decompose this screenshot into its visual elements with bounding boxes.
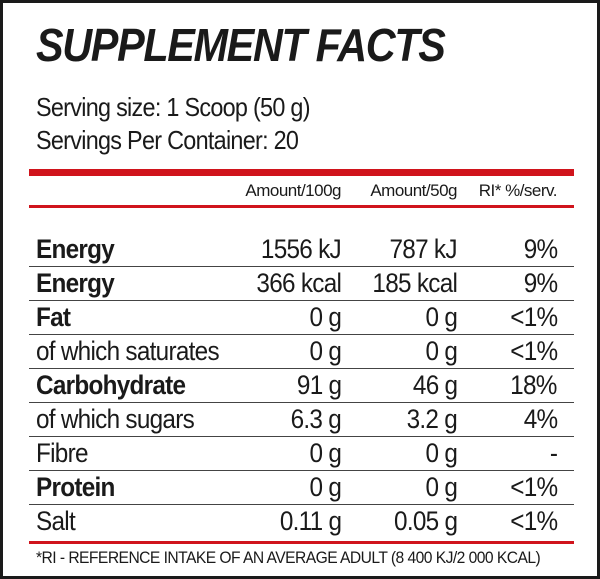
nutrient-label: Protein	[36, 472, 115, 502]
nutrient-label: Energy	[36, 268, 115, 298]
ri-percent: <1%	[509, 302, 558, 332]
table-row: of which sugars 6.3 g 3.2 g 4%	[29, 402, 574, 437]
table-row: Salt 0.11 g 0.05 g <1%	[29, 504, 574, 538]
nutrient-label: Fibre	[36, 438, 88, 468]
table-row: Fat 0 g 0 g <1%	[29, 300, 574, 335]
ri-percent: 9%	[523, 268, 557, 298]
ri-percent: 18%	[510, 370, 558, 400]
amount-per-100g: 91 g	[296, 370, 342, 400]
ri-percent: <1%	[509, 336, 558, 366]
nutrient-label: Carbohydrate	[36, 370, 186, 400]
table-row: Fibre 0 g 0 g -	[29, 436, 574, 471]
amount-per-100g: 0 g	[309, 472, 341, 502]
amount-per-100g: 0 g	[309, 336, 341, 366]
amount-per-serving: 0 g	[425, 472, 457, 502]
table-row: Protein 0 g 0 g <1%	[29, 470, 574, 505]
servings-per-container: Servings Per Container: 20	[36, 125, 299, 155]
label-title: SUPPLEMENT FACTS	[36, 19, 446, 71]
nutrient-label: Salt	[36, 506, 76, 536]
ri-percent: <1%	[509, 506, 558, 536]
header-amount-50g: Amount/50g	[370, 181, 457, 200]
amount-per-100g: 366 kcal	[256, 268, 341, 298]
nutrient-label: Energy	[36, 234, 115, 264]
ri-percent: 9%	[523, 234, 557, 264]
red-divider-header	[29, 205, 574, 208]
table-row: of which saturates 0 g 0 g <1%	[29, 334, 574, 369]
serving-size: Serving size: 1 Scoop (50 g)	[36, 92, 311, 122]
amount-per-100g: 0 g	[309, 302, 341, 332]
red-divider-bottom	[29, 541, 574, 544]
amount-per-serving: 46 g	[412, 370, 458, 400]
table-row: Energy 366 kcal 185 kcal 9%	[29, 266, 574, 301]
table-row: Carbohydrate 91 g 46 g 18%	[29, 368, 574, 403]
amount-per-100g: 0 g	[309, 438, 341, 468]
red-divider-top	[29, 169, 574, 176]
nutrient-label: of which saturates	[36, 336, 220, 366]
ri-percent: 4%	[523, 404, 557, 434]
amount-per-100g: 0.11 g	[279, 506, 342, 536]
ri-percent: -	[549, 438, 558, 468]
header-ri: RI* %/serv.	[478, 181, 558, 200]
table-row: Energy 1556 kJ 787 kJ 9%	[29, 232, 574, 267]
amount-per-100g: 6.3 g	[290, 404, 342, 434]
amount-per-serving: 787 kJ	[389, 234, 458, 264]
amount-per-serving: 3.2 g	[406, 404, 458, 434]
amount-per-serving: 0.05 g	[393, 506, 458, 536]
amount-per-serving: 185 kcal	[372, 268, 457, 298]
nutrient-label: of which sugars	[36, 404, 195, 434]
amount-per-serving: 0 g	[425, 336, 457, 366]
ri-percent: <1%	[509, 472, 558, 502]
amount-per-serving: 0 g	[425, 438, 457, 468]
amount-per-100g: 1556 kJ	[260, 234, 342, 264]
header-amount-100g: Amount/100g	[245, 181, 341, 200]
footnote: *RI - REFERENCE INTAKE OF AN AVERAGE ADU…	[36, 548, 541, 567]
amount-per-serving: 0 g	[425, 302, 457, 332]
nutrient-label: Fat	[36, 302, 71, 332]
